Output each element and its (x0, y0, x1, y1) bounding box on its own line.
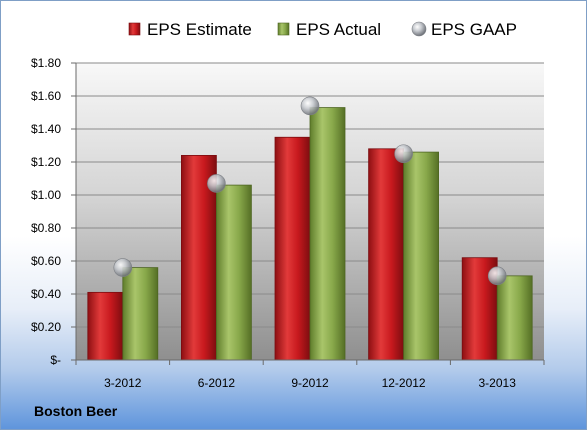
bar-eps-actual (403, 151, 440, 361)
x-tick-label: 3-2013 (479, 376, 517, 390)
axes: $- $0.20 $0.40 $0.60 $0.80 $1.00 $1.20 $1.40 $1.… (31, 56, 545, 390)
company-name: Boston Beer (34, 403, 118, 419)
y-tick-label: $1.20 (31, 155, 61, 169)
bar-eps-actual (215, 184, 252, 361)
marker-eps-gaap (394, 144, 413, 164)
marker-eps-gaap (487, 266, 507, 286)
y-tick-label: $0.40 (31, 287, 61, 301)
bars (87, 107, 533, 361)
bar-eps-actual (122, 267, 159, 361)
y-tick-label: $1.60 (31, 89, 61, 103)
y-tick-label: $0.80 (31, 221, 61, 235)
bar-eps-actual (309, 107, 346, 361)
legend: EPS Estimate EPS Actual EPS GAAP (128, 20, 517, 39)
marker-eps-gaap (207, 174, 226, 193)
bar-eps-estimate (87, 291, 124, 361)
bar-eps-estimate (368, 148, 405, 361)
legend-label: EPS GAAP (431, 20, 517, 39)
y-tick-label: $0.20 (31, 320, 61, 334)
bar-eps-estimate (274, 136, 311, 361)
marker-eps-gaap (300, 96, 320, 116)
y-tick-label: $1.00 (31, 188, 61, 202)
legend-label: EPS Estimate (147, 20, 252, 39)
y-tick-label: $- (50, 353, 61, 367)
legend-swatch-estimate (128, 22, 141, 36)
x-tick-label: 6-2012 (198, 376, 236, 390)
legend-swatch-actual (277, 22, 290, 36)
gaap-markers (113, 96, 507, 286)
legend-label: EPS Actual (296, 20, 381, 39)
y-tick-label: $1.40 (31, 122, 61, 136)
x-tick-label: 3-2012 (104, 376, 142, 390)
legend-marker-gaap (411, 21, 427, 37)
x-tick-label: 12-2012 (382, 376, 426, 390)
y-tick-label: $0.60 (31, 254, 61, 268)
x-tick-label: 9-2012 (291, 376, 329, 390)
bar-eps-actual (496, 275, 533, 361)
y-tick-label: $1.80 (31, 56, 61, 70)
marker-eps-gaap (113, 258, 133, 277)
